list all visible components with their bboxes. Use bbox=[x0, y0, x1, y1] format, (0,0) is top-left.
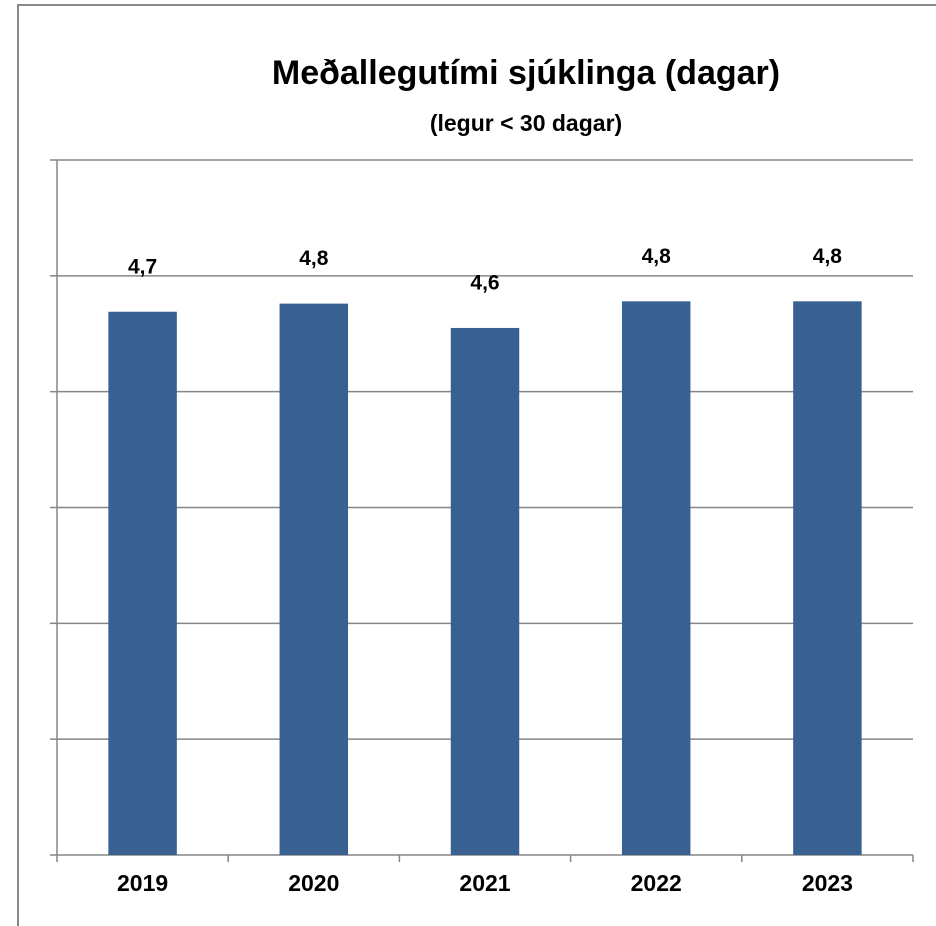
data-label: 4,8 bbox=[642, 245, 672, 268]
bar bbox=[621, 301, 691, 856]
chart-subtitle: (legur < 30 dagar) bbox=[430, 110, 622, 136]
data-label: 4,6 bbox=[470, 272, 499, 295]
x-tick-label: 2020 bbox=[288, 870, 339, 896]
chart-title: Meðallegutími sjúklinga (dagar) bbox=[272, 54, 780, 92]
bar bbox=[793, 301, 862, 856]
bar bbox=[108, 311, 177, 855]
data-label: 4,8 bbox=[813, 245, 843, 268]
x-tick-label: 2023 bbox=[802, 870, 853, 896]
data-label: 4,7 bbox=[128, 255, 157, 278]
bar bbox=[450, 327, 520, 855]
x-tick-label: 2022 bbox=[631, 870, 682, 896]
x-tick-label: 2019 bbox=[117, 870, 168, 896]
x-tick-label: 2021 bbox=[459, 870, 510, 896]
bar bbox=[279, 303, 349, 856]
data-label: 4,8 bbox=[299, 247, 329, 270]
